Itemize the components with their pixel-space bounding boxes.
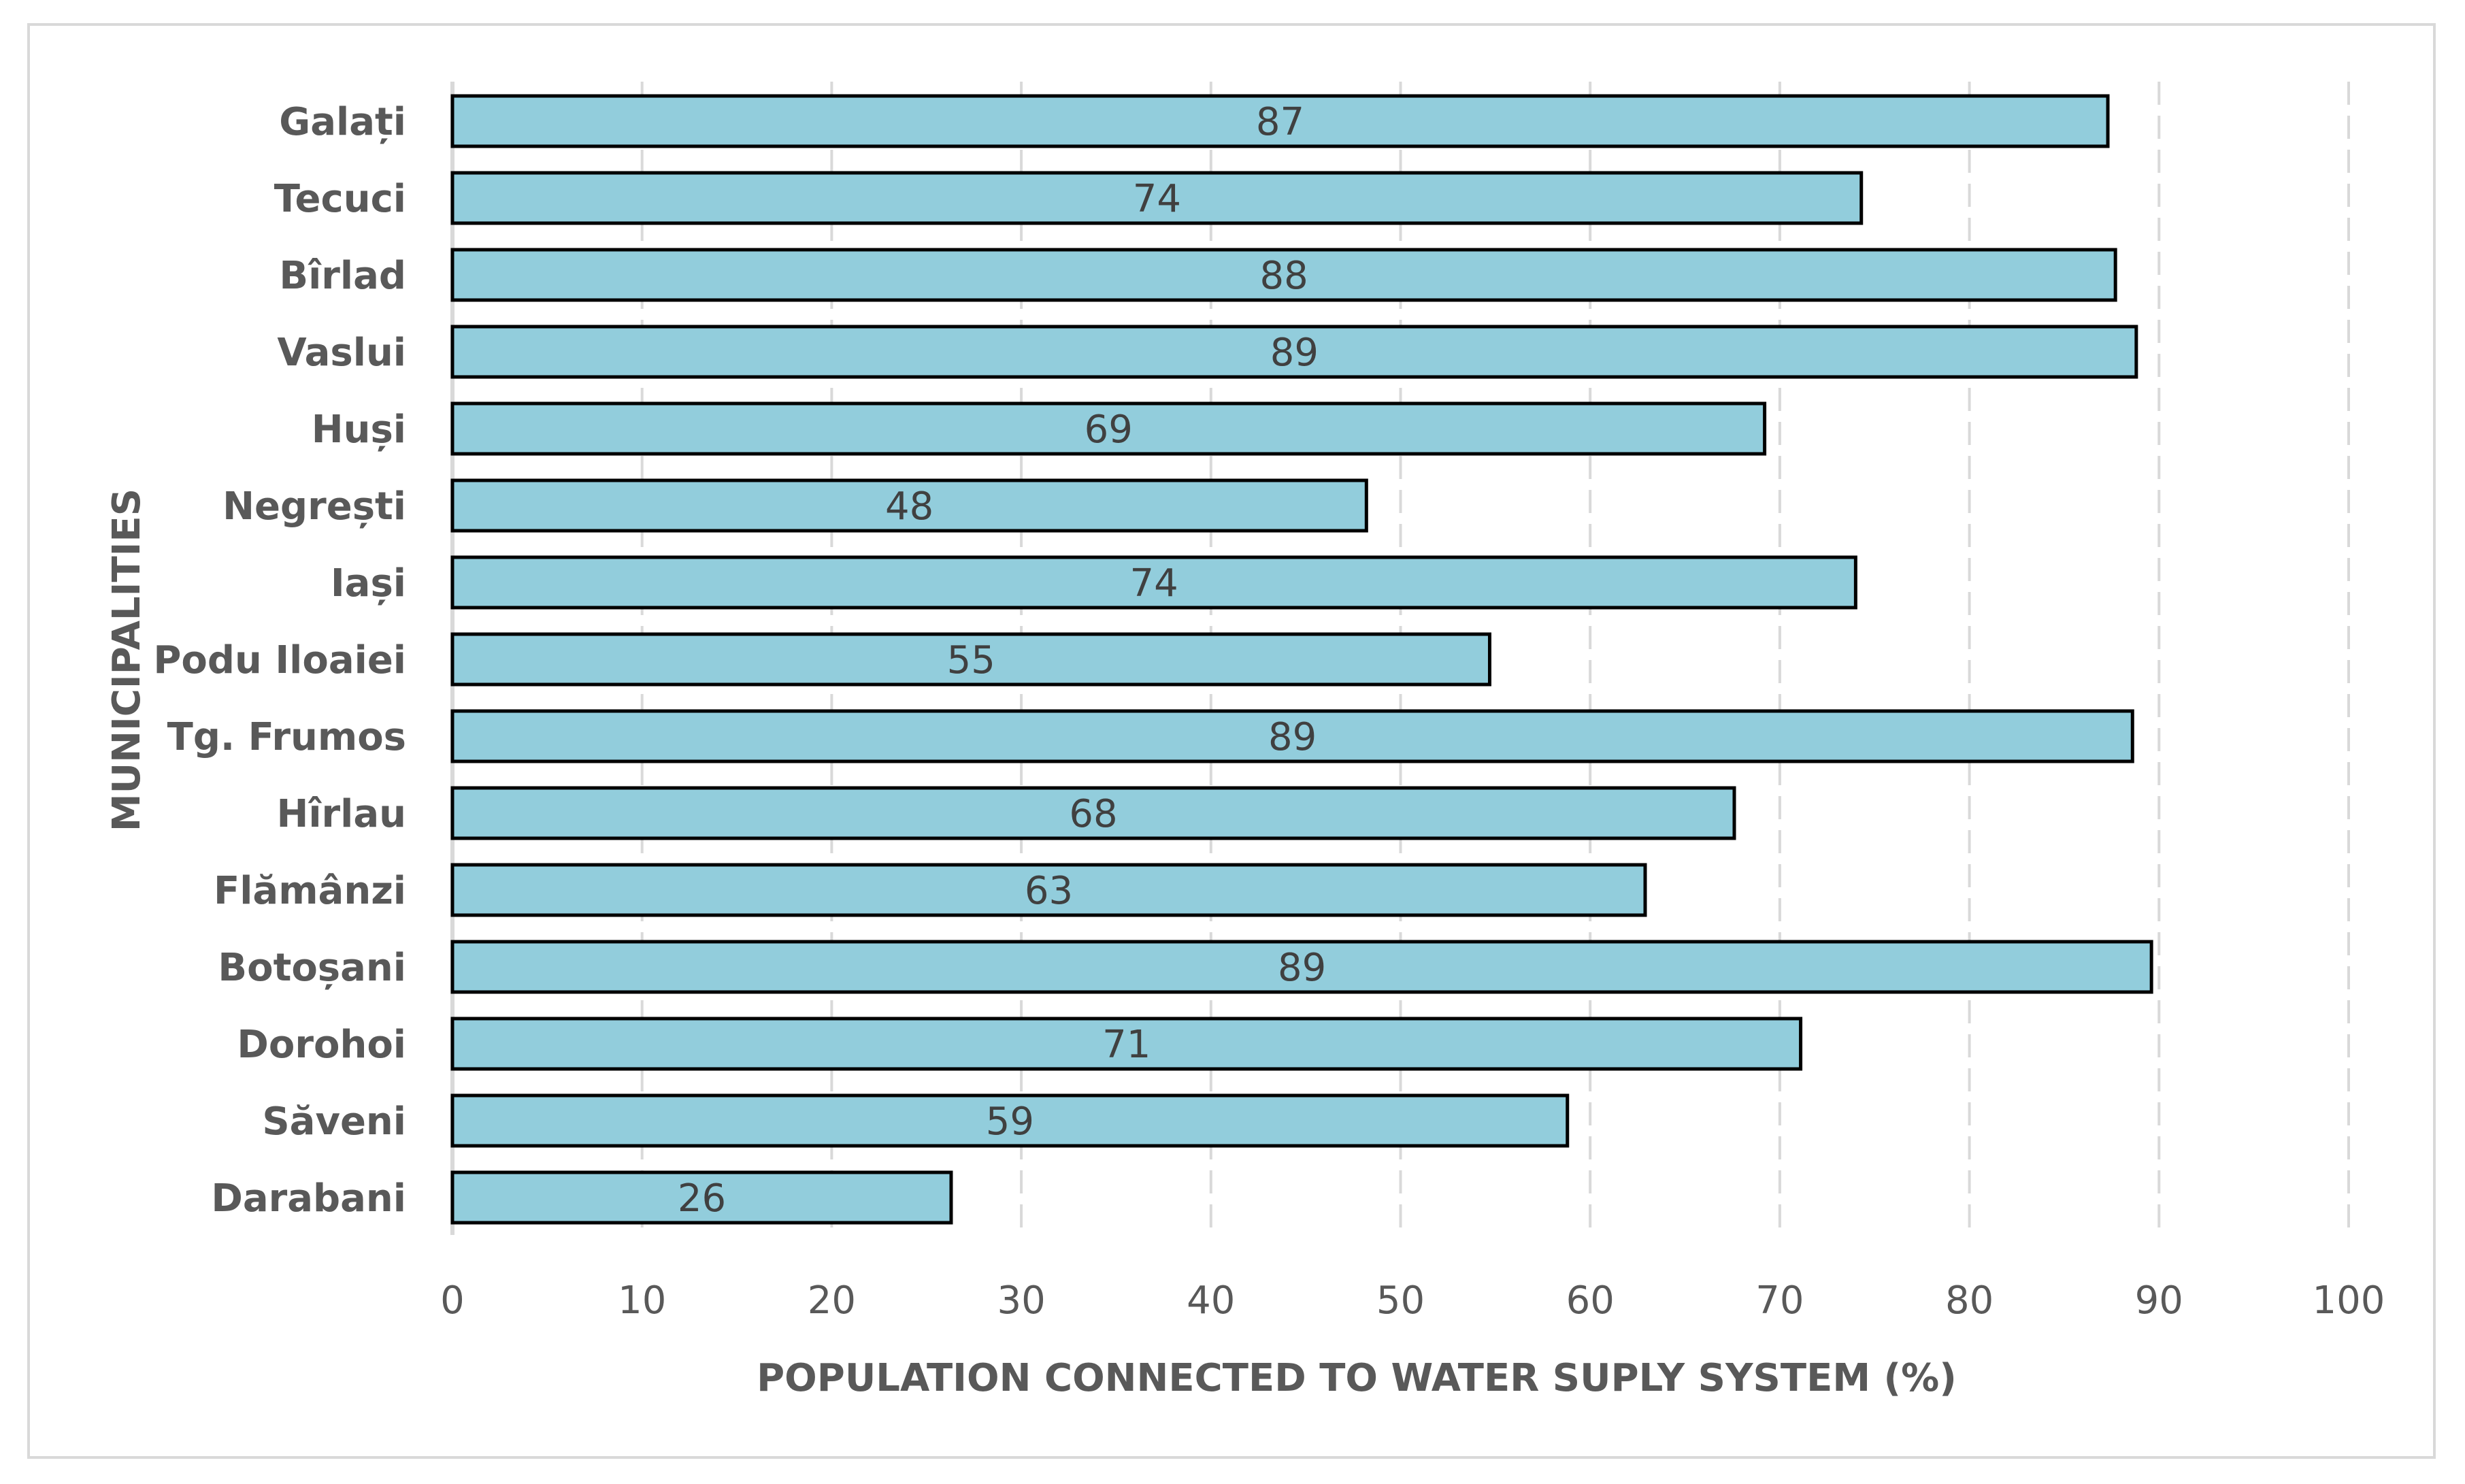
category-label: Tg. Frumos	[167, 715, 406, 759]
bar	[450, 1170, 953, 1225]
y-axis-title: MUNICIPALITIES	[105, 489, 149, 831]
bar	[450, 709, 2134, 763]
bar-value-label: 89	[1270, 331, 1319, 375]
bar-value-label: 59	[986, 1100, 1034, 1144]
category-label: Huși	[312, 408, 406, 452]
bar	[450, 1017, 1803, 1071]
bar	[450, 863, 1647, 917]
data-labels: 87 74 88 89 69 48 74 55 89 68 63 89 71 59 26	[678, 100, 1326, 1221]
x-tick-labels: 0 10 20 30 40 50 60 70 80 90 100	[440, 1279, 2385, 1323]
bar-value-label: 88	[1259, 254, 1308, 298]
bars	[450, 94, 2153, 1225]
bar-value-label: 89	[1278, 946, 1326, 990]
bar-value-label: 71	[1102, 1023, 1151, 1067]
bar	[450, 632, 1491, 687]
category-label: Negrești	[222, 484, 406, 529]
category-label: Vaslui	[277, 331, 406, 375]
bar-value-label: 26	[678, 1176, 726, 1221]
bar-value-label: 55	[947, 638, 995, 682]
x-tick-label: 30	[997, 1279, 1045, 1323]
bar	[450, 786, 1736, 840]
x-tick-label: 80	[1945, 1279, 1993, 1323]
x-tick-label: 100	[2313, 1279, 2385, 1323]
category-label: Podu Iloaiei	[153, 638, 406, 682]
category-label: Galați	[279, 100, 406, 144]
bar-value-label: 87	[1256, 100, 1304, 144]
bar	[450, 248, 2117, 302]
bar	[450, 555, 1857, 610]
category-label: Bîrlad	[279, 254, 406, 298]
bar-value-label: 48	[885, 484, 933, 529]
bar	[450, 325, 2138, 379]
bar	[450, 478, 1368, 533]
x-tick-label: 70	[1755, 1279, 1804, 1323]
x-tick-label: 90	[2135, 1279, 2183, 1323]
category-label: Darabani	[211, 1176, 406, 1221]
bar	[450, 171, 1864, 225]
x-tick-label: 40	[1187, 1279, 1235, 1323]
category-label: Iași	[331, 561, 406, 606]
category-label: Hîrlau	[276, 792, 406, 836]
bar-value-label: 89	[1268, 715, 1317, 759]
bar-value-label: 74	[1130, 561, 1178, 606]
x-tick-label: 60	[1566, 1279, 1615, 1323]
x-tick-label: 20	[808, 1279, 856, 1323]
x-axis-title: POPULATION CONNECTED TO WATER SUPLY SYST…	[757, 1356, 1957, 1400]
bar-value-label: 69	[1085, 408, 1133, 452]
bar-value-label: 63	[1025, 869, 1073, 913]
category-label: Săveni	[262, 1100, 406, 1144]
x-tick-label: 10	[618, 1279, 666, 1323]
category-label: Flămânzi	[214, 869, 406, 913]
x-tick-label: 0	[440, 1279, 465, 1323]
bar	[450, 1093, 1570, 1148]
category-label: Botoșani	[218, 946, 406, 990]
x-tick-label: 50	[1376, 1279, 1425, 1323]
category-labels: Galați Tecuci Bîrlad Vaslui Huși Negrești Iași…	[153, 100, 406, 1221]
bar-value-label: 68	[1069, 792, 1117, 836]
bar	[450, 401, 1767, 456]
category-label: Tecuci	[274, 177, 406, 221]
bar	[450, 940, 2153, 994]
category-label: Dorohoi	[237, 1023, 406, 1067]
bar	[450, 94, 2110, 148]
bar-value-label: 74	[1133, 177, 1181, 221]
